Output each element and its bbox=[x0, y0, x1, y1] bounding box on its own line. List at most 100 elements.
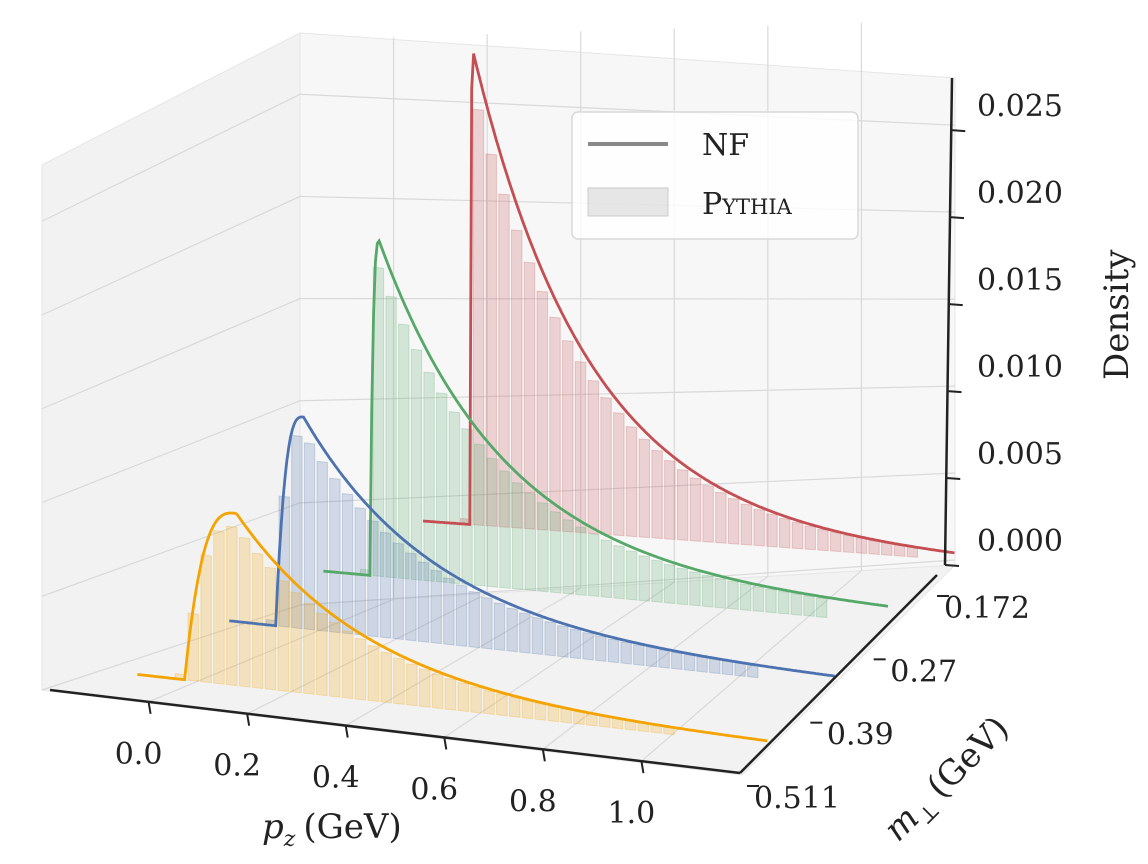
histogram-bar bbox=[868, 539, 880, 555]
z-tick-mark bbox=[951, 129, 966, 133]
histogram-bar bbox=[417, 561, 430, 643]
y-tick-label: 0.511 bbox=[754, 781, 840, 816]
x-axis-line bbox=[49, 688, 741, 775]
histogram-bar bbox=[431, 673, 444, 710]
histogram-bar bbox=[727, 497, 740, 545]
histogram-bar bbox=[777, 590, 790, 615]
histogram-bar bbox=[385, 295, 397, 579]
y-axis-line bbox=[739, 574, 938, 774]
histogram-bar bbox=[418, 668, 431, 708]
histogram-bar bbox=[709, 658, 721, 675]
histogram-bar bbox=[498, 193, 510, 528]
x-tick-label: 0.0 bbox=[115, 737, 163, 772]
y-tick-label: 0.172 bbox=[944, 591, 1030, 626]
histogram-bar bbox=[329, 477, 341, 634]
histogram-bar bbox=[600, 539, 613, 599]
histogram-bar bbox=[676, 469, 689, 541]
z-tick-label: 0.005 bbox=[977, 437, 1063, 472]
histogram-bar bbox=[486, 457, 499, 588]
histogram-bar bbox=[341, 492, 354, 635]
y-tick-label: 0.39 bbox=[827, 718, 894, 753]
z-tick-mark bbox=[944, 564, 960, 567]
histogram-bar bbox=[290, 591, 302, 694]
histogram-bar bbox=[410, 348, 423, 581]
histogram-bar bbox=[638, 438, 651, 539]
histogram-bar bbox=[587, 533, 600, 598]
histogram-bar bbox=[586, 713, 598, 727]
z-tick-mark bbox=[946, 477, 961, 481]
histogram-bar bbox=[671, 651, 683, 671]
histogram-bar bbox=[264, 566, 277, 691]
grid-line-left bbox=[41, 400, 301, 504]
x-tick-mark bbox=[443, 737, 448, 750]
histogram-bar bbox=[702, 484, 714, 543]
histogram-bar bbox=[291, 434, 303, 630]
histogram-bar bbox=[549, 316, 561, 532]
histogram-bar bbox=[569, 628, 582, 660]
histogram-bar bbox=[803, 595, 815, 617]
histogram-bar bbox=[200, 554, 212, 684]
nf-curve bbox=[323, 237, 889, 608]
grid-line-floor bbox=[345, 587, 582, 727]
histogram-bar bbox=[804, 525, 816, 551]
histogram-bar bbox=[531, 616, 544, 656]
histogram-bar bbox=[379, 531, 392, 639]
histogram-bar bbox=[213, 530, 225, 685]
histogram-bar bbox=[651, 449, 663, 540]
histogram-bar bbox=[393, 657, 405, 705]
z-axis-title: Density bbox=[1097, 249, 1137, 380]
nf-curve bbox=[137, 511, 768, 743]
histogram-bar bbox=[443, 577, 455, 646]
histogram-bar bbox=[303, 442, 316, 631]
histogram-bar bbox=[815, 597, 828, 619]
histogram-bar bbox=[506, 607, 518, 653]
grid-line-left bbox=[41, 93, 301, 222]
grid-line-left bbox=[41, 195, 301, 316]
z-tick-label: 0.015 bbox=[977, 263, 1063, 298]
histogram-bar bbox=[354, 637, 367, 701]
grid-line-left bbox=[41, 298, 301, 410]
histogram-bar bbox=[405, 552, 417, 642]
z-axis-line bbox=[943, 77, 954, 566]
histogram-bar bbox=[658, 649, 670, 669]
histogram-bar bbox=[721, 660, 734, 676]
histogram-bars bbox=[174, 108, 919, 736]
histogram-bar bbox=[448, 411, 461, 585]
z-tick-label: 0.020 bbox=[977, 176, 1063, 211]
histogram-bar bbox=[613, 544, 625, 600]
histogram-bar bbox=[557, 624, 569, 658]
histogram-bar bbox=[481, 596, 493, 650]
histogram-bar bbox=[493, 602, 506, 651]
histogram-bar bbox=[483, 689, 495, 716]
histogram-bar bbox=[328, 621, 341, 698]
histogram-bar bbox=[496, 693, 508, 717]
histogram-bar bbox=[187, 612, 200, 682]
grid-line-back bbox=[299, 385, 956, 402]
grid-line-floor bbox=[443, 581, 675, 738]
histogram-bar bbox=[226, 525, 238, 687]
histogram-bar bbox=[474, 443, 486, 587]
grid-line-left bbox=[41, 604, 301, 691]
histogram-bar bbox=[701, 574, 714, 608]
x-tick-label: 1.0 bbox=[608, 796, 656, 831]
histogram-bar bbox=[534, 702, 547, 721]
histogram-bar bbox=[547, 705, 560, 723]
histogram-bar bbox=[734, 662, 746, 677]
x-tick-label: 0.8 bbox=[509, 784, 557, 819]
histogram-bar bbox=[683, 653, 696, 672]
y-axis-title: m⊥(GeV) bbox=[876, 708, 1020, 852]
histogram-bar bbox=[406, 663, 418, 707]
histogram-bar bbox=[537, 502, 549, 593]
histogram-bar bbox=[485, 153, 497, 527]
histogram-bar bbox=[625, 550, 638, 601]
grid-line-back bbox=[299, 297, 956, 300]
histogram-bar bbox=[715, 491, 727, 544]
histogram-bar bbox=[790, 593, 802, 616]
grid-line-floor bbox=[148, 598, 394, 703]
histogram-bar bbox=[562, 339, 574, 533]
histogram-bar bbox=[600, 396, 612, 536]
histogram-bar bbox=[367, 644, 380, 703]
grid-line-left bbox=[41, 502, 301, 597]
x-tick-label: 0.4 bbox=[312, 761, 360, 796]
histogram-bar bbox=[521, 699, 534, 720]
